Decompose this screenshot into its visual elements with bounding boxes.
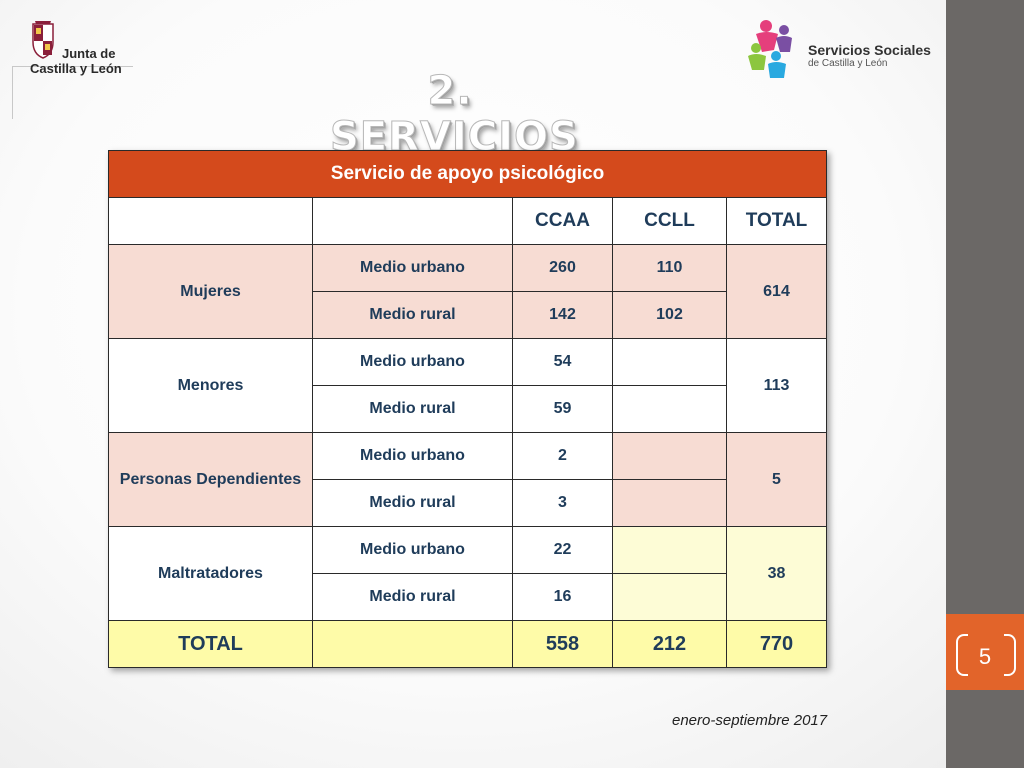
group-total-cell: 5 <box>726 432 827 527</box>
footer-date: enero-septiembre 2017 <box>672 712 828 729</box>
services-table: Servicio de apoyo psicológico CCAA CCLL … <box>108 150 827 668</box>
page-number-box: 5 <box>946 614 1024 690</box>
ccll-cell <box>612 573 727 621</box>
medio-cell: Medio urbano <box>312 432 513 480</box>
servicios-sociales-people-icon <box>748 20 792 78</box>
ccaa-cell: 59 <box>512 385 613 433</box>
category-personas-dependientes: Personas Dependientes <box>108 432 313 527</box>
ccaa-cell: 16 <box>512 573 613 621</box>
ccaa-cell: 3 <box>512 479 613 527</box>
coat-of-arms-icon <box>32 21 54 59</box>
right-bracket-icon <box>1004 634 1016 676</box>
slide-title: 2. SERVICIOS <box>330 68 579 161</box>
group-total-cell: 113 <box>726 338 827 433</box>
medio-cell: Medio urbano <box>312 526 513 574</box>
ccll-cell <box>612 432 727 480</box>
ccaa-cell: 2 <box>512 432 613 480</box>
col-header-ccaa: CCAA <box>512 197 613 245</box>
medio-cell: Medio urbano <box>312 338 513 386</box>
ccll-cell: 102 <box>612 291 727 339</box>
jcyl-logo-text: Junta de Castilla y León <box>24 46 144 76</box>
ccll-cell <box>612 526 727 574</box>
medio-cell: Medio rural <box>312 479 513 527</box>
col-header-ccll: CCLL <box>612 197 727 245</box>
ccaa-cell: 142 <box>512 291 613 339</box>
category-menores: Menores <box>108 338 313 433</box>
total-ccaa: 558 <box>512 620 613 668</box>
ccll-cell <box>612 385 727 433</box>
page-number: 5 <box>978 644 992 669</box>
medio-cell: Medio rural <box>312 291 513 339</box>
group-total-cell: 38 <box>726 526 827 621</box>
ccll-cell: 110 <box>612 244 727 292</box>
col-header-total: TOTAL <box>726 197 827 245</box>
jcyl-line1: Junta de <box>62 46 116 61</box>
left-bracket-icon <box>956 634 968 676</box>
category-maltratadores: Maltratadores <box>108 526 313 621</box>
empty-header-cell <box>312 197 513 245</box>
ccaa-cell: 22 <box>512 526 613 574</box>
empty-header-cell <box>108 197 313 245</box>
medio-cell: Medio rural <box>312 385 513 433</box>
grand-total: 770 <box>726 620 827 668</box>
category-mujeres: Mujeres <box>108 244 313 339</box>
corner-frame <box>12 66 133 119</box>
table-title: Servicio de apoyo psicológico <box>108 150 827 198</box>
total-label: TOTAL <box>108 620 313 668</box>
ss-logo-title: Servicios Sociales <box>808 42 931 58</box>
ccaa-cell: 260 <box>512 244 613 292</box>
total-empty-cell <box>312 620 513 668</box>
medio-cell: Medio rural <box>312 573 513 621</box>
total-ccll: 212 <box>612 620 727 668</box>
ccll-cell <box>612 338 727 386</box>
ccaa-cell: 54 <box>512 338 613 386</box>
ss-logo-subtitle: de Castilla y León <box>808 58 888 69</box>
jcyl-line2: Castilla y León <box>30 61 122 76</box>
group-total-cell: 614 <box>726 244 827 339</box>
ccll-cell <box>612 479 727 527</box>
medio-cell: Medio urbano <box>312 244 513 292</box>
